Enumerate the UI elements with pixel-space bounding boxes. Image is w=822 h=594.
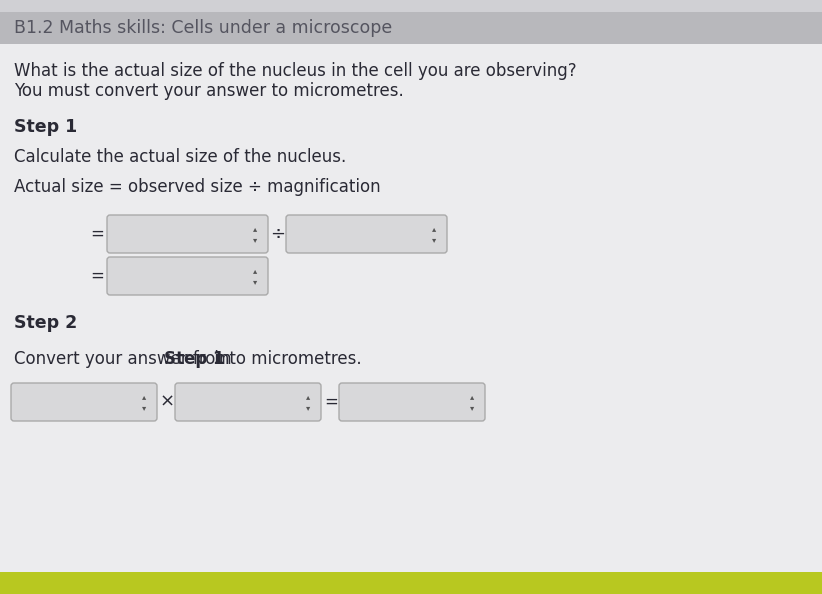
Text: ▾: ▾ <box>142 403 146 412</box>
Text: =: = <box>324 393 338 411</box>
Text: =: = <box>90 267 104 285</box>
Text: Step 1: Step 1 <box>164 350 224 368</box>
Text: ▴: ▴ <box>142 392 146 401</box>
Bar <box>0 0 822 12</box>
FancyBboxPatch shape <box>107 257 268 295</box>
Text: ▴: ▴ <box>432 224 436 233</box>
Text: Actual size = observed size ÷ magnification: Actual size = observed size ÷ magnificat… <box>14 178 381 196</box>
Text: ▾: ▾ <box>253 235 257 244</box>
FancyBboxPatch shape <box>175 383 321 421</box>
FancyBboxPatch shape <box>286 215 447 253</box>
Text: =: = <box>90 225 104 243</box>
Text: ▾: ▾ <box>306 403 310 412</box>
Text: ÷: ÷ <box>270 225 285 243</box>
Text: Step 1: Step 1 <box>14 118 77 136</box>
Text: ▴: ▴ <box>470 392 474 401</box>
Text: ▴: ▴ <box>253 266 257 275</box>
Text: Step 2: Step 2 <box>14 314 77 332</box>
FancyBboxPatch shape <box>339 383 485 421</box>
Bar <box>0 572 822 594</box>
Text: into micrometres.: into micrometres. <box>209 350 361 368</box>
Text: Convert your answer from: Convert your answer from <box>14 350 237 368</box>
Bar <box>0 12 822 44</box>
Text: ▾: ▾ <box>432 235 436 244</box>
FancyBboxPatch shape <box>11 383 157 421</box>
Text: Calculate the actual size of the nucleus.: Calculate the actual size of the nucleus… <box>14 148 346 166</box>
Text: ▴: ▴ <box>306 392 310 401</box>
Bar <box>0 44 822 574</box>
FancyBboxPatch shape <box>107 215 268 253</box>
Text: ▾: ▾ <box>253 277 257 286</box>
Text: What is the actual size of the nucleus in the cell you are observing?: What is the actual size of the nucleus i… <box>14 62 576 80</box>
Text: B1.2 Maths skills: Cells under a microscope: B1.2 Maths skills: Cells under a microsc… <box>14 19 392 37</box>
Text: ▾: ▾ <box>470 403 474 412</box>
Text: You must convert your answer to micrometres.: You must convert your answer to micromet… <box>14 82 404 100</box>
Text: ×: × <box>159 393 174 411</box>
Text: ▴: ▴ <box>253 224 257 233</box>
